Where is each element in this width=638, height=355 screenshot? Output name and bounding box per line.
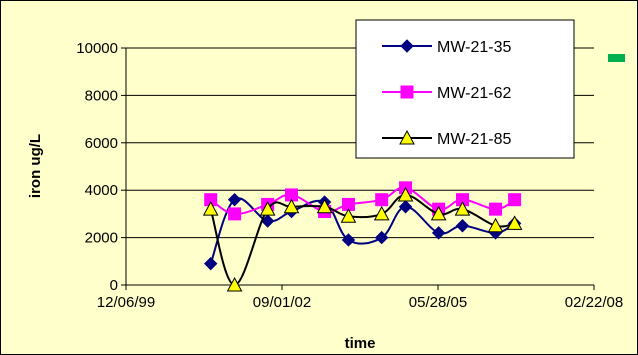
data-point-triangle <box>454 201 471 216</box>
data-point-diamond <box>398 200 413 214</box>
data-point-triangle <box>202 201 219 216</box>
data-point-triangle <box>399 129 415 145</box>
legend-label: MW-21-62 <box>437 85 511 102</box>
series-mw-21-85 <box>202 186 523 292</box>
y-tick-labels: 0 2000 4000 6000 8000 10000 <box>76 40 118 294</box>
data-point-triangle <box>316 198 333 214</box>
data-point-diamond <box>227 192 242 207</box>
data-point-square <box>508 193 522 207</box>
x-tick-labels: 12/06/99 09/01/02 05/28/05 02/22/08 <box>97 294 623 311</box>
legend-box <box>355 19 575 159</box>
legend-item: MW-21-62 <box>382 85 511 102</box>
legend-item: MW-21-35 <box>382 39 511 56</box>
y-tick-label: 8000 <box>85 87 118 104</box>
data-point-diamond <box>455 219 470 233</box>
legend-item: MW-21-85 <box>382 129 511 148</box>
legend-label: MW-21-85 <box>437 131 511 148</box>
data-point-square <box>375 193 389 207</box>
data-point-square <box>228 207 242 221</box>
data-point-triangle <box>397 186 414 202</box>
data-point-triangle <box>373 205 390 221</box>
data-point-diamond <box>341 233 356 247</box>
x-axis-title: time <box>345 335 376 352</box>
data-point-diamond <box>374 230 389 245</box>
series-mw-21-35 <box>204 192 522 271</box>
data-point-triangle <box>487 217 504 233</box>
data-point-triangle <box>226 276 243 292</box>
y-tick-label: 2000 <box>85 230 118 247</box>
y-tick-label: 10000 <box>76 40 118 57</box>
x-tick-label: 12/06/99 <box>97 294 155 311</box>
data-point-triangle <box>430 205 447 221</box>
series-group <box>202 181 523 292</box>
data-point-square <box>489 202 503 216</box>
y-tick-label: 6000 <box>85 135 118 152</box>
data-point-diamond <box>204 256 218 271</box>
data-point-triangle <box>340 208 357 223</box>
x-tick-label: 09/01/02 <box>253 294 311 311</box>
data-point-triangle <box>506 215 523 230</box>
data-point-diamond <box>431 226 446 240</box>
data-point-diamond <box>400 39 414 53</box>
legend-items: MW-21-35 MW-21-62 MW-21-85 <box>382 39 511 148</box>
legend-label: MW-21-35 <box>437 39 511 56</box>
x-tick-label: 05/28/05 <box>409 294 467 311</box>
x-tick-label: 02/22/08 <box>565 294 623 311</box>
y-tick-label: 0 <box>110 277 118 294</box>
axes <box>125 48 594 286</box>
data-point-triangle <box>259 201 276 216</box>
data-point-square <box>400 85 414 99</box>
y-tick-label: 4000 <box>85 182 118 199</box>
green-marker <box>608 54 625 62</box>
data-point-triangle <box>283 198 300 214</box>
legend: MW-21-35 MW-21-62 MW-21-85 <box>355 19 575 159</box>
y-axis-title: iron ug/L <box>27 134 44 198</box>
